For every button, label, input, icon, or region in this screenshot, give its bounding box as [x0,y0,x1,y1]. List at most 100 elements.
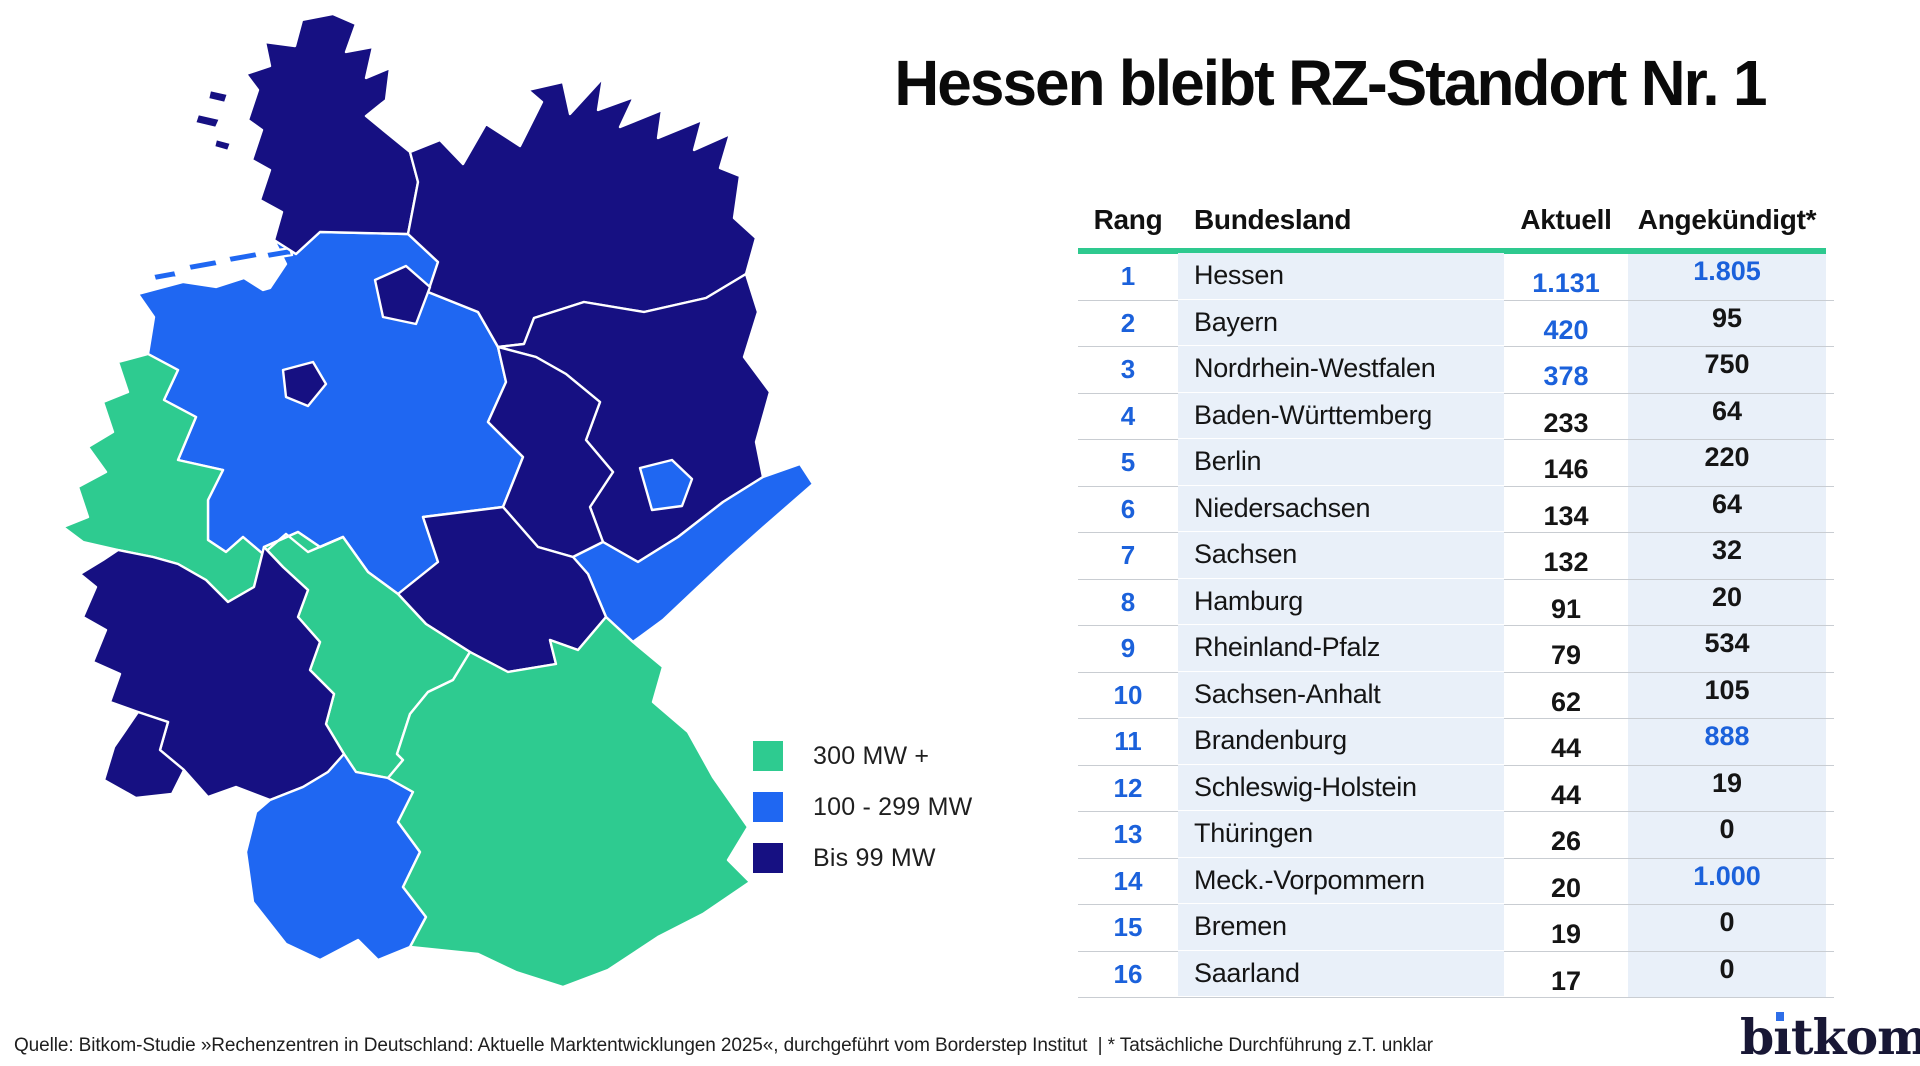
announced-mw-cell: 20 [1628,579,1826,625]
table-row: 15 Bremen 19 0 [1078,904,1834,952]
table-row: 1 Hessen 1.131 1.805 [1078,253,1834,301]
rank-cell: 5 [1120,447,1136,478]
table-row: 4 Baden-Württemberg 233 64 [1078,392,1834,440]
map-state-bayern [386,615,752,989]
announced-mw-cell: 888 [1628,719,1826,765]
germany-map [58,2,818,994]
state-cell: Schleswig-Holstein [1178,764,1504,810]
legend-item-bis-99mw: Bis 99 MW [753,843,972,873]
rank-cell: 3 [1120,354,1136,385]
rank-cell: 13 [1113,819,1143,850]
table-row: 8 Hamburg 91 20 [1078,578,1834,626]
source-note: Quelle: Bitkom-Studie »Rechenzentren in … [14,1035,1433,1056]
bitkom-logo-text: bı tkom [1740,1008,1920,1066]
map-state-mecklenburg-vorpommern [406,76,758,349]
table-row: 9 Rheinland-Pfalz 79 534 [1078,625,1834,673]
map-legend: 300 MW + 100 - 299 MW Bis 99 MW [753,741,972,894]
state-cell: Bayern [1178,299,1504,345]
table-row: 16 Saarland 17 0 [1078,950,1834,998]
column-header-aktuell: Aktuell [1520,204,1612,235]
current-mw-cell: 378 [1543,361,1589,392]
current-mw-cell: 132 [1543,547,1589,578]
logo-letter-i: ı [1773,1008,1792,1066]
legend-item-300mw: 300 MW + [753,741,972,771]
legend-swatch-blue [753,792,783,822]
announced-mw-cell: 750 [1628,347,1826,393]
current-mw-cell: 420 [1543,314,1589,345]
table-row: 11 Brandenburg 44 888 [1078,718,1834,766]
state-cell: Niedersachsen [1178,485,1504,531]
table-row: 14 Meck.-Vorpommern 20 1.000 [1078,857,1834,905]
current-mw-cell: 44 [1550,733,1582,764]
announced-mw-cell: 0 [1628,812,1826,858]
state-cell: Hessen [1178,253,1504,299]
legend-label: 300 MW + [813,741,930,770]
map-state-saarland [102,710,186,800]
current-mw-cell: 17 [1550,965,1582,996]
rank-cell: 11 [1114,726,1142,757]
table-row: 12 Schleswig-Holstein 44 19 [1078,764,1834,812]
rank-cell: 8 [1120,586,1136,617]
announced-mw-cell: 1.000 [1628,858,1826,904]
table-row: 6 Niedersachsen 134 64 [1078,485,1834,533]
table-row: 5 Berlin 146 220 [1078,439,1834,487]
state-cell: Saarland [1178,950,1504,996]
announced-mw-cell: 64 [1628,486,1826,532]
state-cell: Sachsen-Anhalt [1178,671,1504,717]
current-mw-cell: 134 [1543,500,1589,531]
legend-swatch-navy [753,843,783,873]
ranking-table: Rang Bundesland Aktuell Angekündigt* 1 H… [1078,196,1834,998]
column-header-angekuendigt: Angekündigt* [1637,204,1817,235]
map-east-frisian-islands [151,246,294,283]
state-cell: Bremen [1178,904,1504,950]
current-mw-cell: 19 [1550,919,1582,950]
bitkom-logo: bı tkom [1740,1008,1920,1066]
current-mw-cell: 1.131 [1532,268,1600,299]
legend-label: Bis 99 MW [813,843,936,872]
page-title: Hessen bleibt RZ-Standort Nr. 1 [894,47,1767,119]
state-cell: Brandenburg [1178,718,1504,764]
rank-cell: 4 [1120,400,1136,431]
announced-mw-cell: 534 [1628,626,1826,672]
map-state-bremen [281,360,328,408]
table-header: Rang Bundesland Aktuell Angekündigt* [1078,196,1834,248]
current-mw-cell: 62 [1550,686,1582,717]
current-mw-cell: 146 [1543,454,1589,485]
current-mw-cell: 91 [1550,593,1582,624]
state-cell: Meck.-Vorpommern [1178,857,1504,903]
rank-cell: 10 [1113,679,1143,710]
announced-mw-cell: 105 [1628,672,1826,718]
table-row: 7 Sachsen 132 32 [1078,532,1834,580]
current-mw-cell: 233 [1543,407,1589,438]
announced-mw-cell: 95 [1628,300,1826,346]
announced-mw-cell: 0 [1628,951,1826,997]
state-cell: Sachsen [1178,532,1504,578]
rank-cell: 12 [1113,772,1143,803]
rank-cell: 14 [1113,865,1143,896]
state-cell: Nordrhein-Westfalen [1178,346,1504,392]
map-north-frisian-islands [193,88,233,153]
map-state-schleswig-holstein [244,12,420,256]
column-header-bundesland: Bundesland [1194,204,1352,235]
table-header-rule [1078,248,1826,254]
logo-blue-dot [1776,1012,1785,1021]
germany-map-svg [61,12,815,989]
rank-cell: 15 [1113,912,1143,943]
current-mw-cell: 79 [1550,640,1582,671]
legend-item-100-299mw: 100 - 299 MW [753,792,972,822]
state-cell: Baden-Württemberg [1178,392,1504,438]
table-row: 2 Bayern 420 95 [1078,299,1834,347]
state-cell: Berlin [1178,439,1504,485]
announced-mw-cell: 19 [1628,765,1826,811]
legend-swatch-green [753,741,783,771]
map-state-berlin [638,458,694,512]
map-state-hamburg [373,264,432,326]
announced-mw-cell: 220 [1628,440,1826,486]
rank-cell: 2 [1120,307,1136,338]
announced-mw-cell: 64 [1628,393,1826,439]
table-row: 3 Nordrhein-Westfalen 378 750 [1078,346,1834,394]
rank-cell: 16 [1113,958,1143,989]
state-cell: Rheinland-Pfalz [1178,625,1504,671]
current-mw-cell: 44 [1550,779,1582,810]
announced-mw-cell: 0 [1628,905,1826,951]
